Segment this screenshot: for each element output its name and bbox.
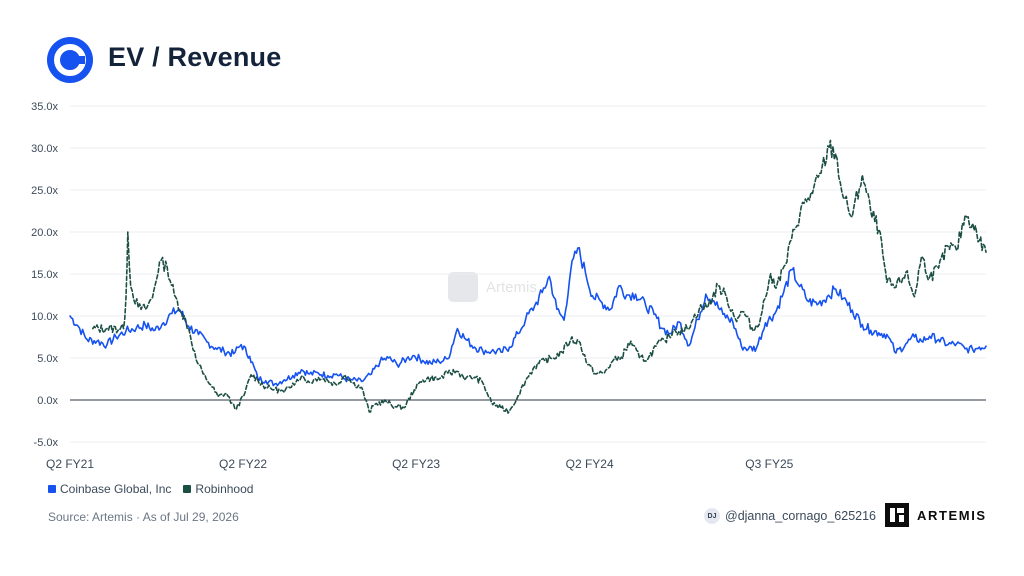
watermark: Artemis [448, 272, 537, 302]
x-tick-label: Q2 FY24 [566, 457, 614, 471]
legend-label-robinhood: Robinhood [195, 482, 254, 496]
legend-swatch-coinbase [48, 485, 56, 493]
y-axis: 35.0x 30.0x 25.0x 20.0x 15.0x 10.0x 5.0x 0.0x -5… [31, 101, 58, 449]
author[interactable]: DJ @djanna_cornago_625216 [704, 508, 876, 524]
grid [70, 105, 986, 443]
series-line-robinhood [92, 139, 987, 414]
y-tick-label: 35.0x [31, 101, 58, 113]
y-tick-label: 10.0x [31, 311, 58, 323]
artemis-watermark-icon [448, 272, 478, 302]
watermark-text: Artemis [486, 278, 537, 296]
coinbase-logo-icon [47, 37, 93, 83]
series-line-coinbase [69, 247, 987, 387]
brand: ARTEMIS [885, 503, 987, 527]
author-avatar: DJ [704, 508, 720, 524]
series [69, 139, 987, 414]
y-tick-label: -5.0x [34, 437, 59, 449]
x-tick-label: Q2 FY23 [392, 457, 440, 471]
y-tick-label: 0.0x [37, 395, 58, 407]
y-tick-label: 5.0x [37, 353, 58, 365]
legend-swatch-robinhood [183, 485, 192, 493]
artemis-logo-icon [885, 503, 909, 527]
legend-item-robinhood[interactable]: Robinhood [183, 482, 253, 496]
legend-label-coinbase: Coinbase Global, Inc [60, 482, 172, 496]
brand-name: ARTEMIS [917, 507, 987, 523]
x-axis: Q2 FY21 Q2 FY22 Q2 FY23 Q2 FY24 Q3 FY25 [46, 457, 794, 471]
x-tick-label: Q2 FY22 [219, 457, 267, 471]
y-tick-label: 15.0x [31, 269, 58, 281]
legend-item-coinbase[interactable]: Coinbase Global, Inc [48, 482, 171, 496]
y-tick-label: 30.0x [31, 143, 58, 155]
source-note: Source: Artemis · As of Jul 29, 2026 [48, 510, 239, 524]
y-tick-label: 25.0x [31, 185, 58, 197]
x-tick-label: Q3 FY25 [745, 457, 793, 471]
x-tick-label: Q2 FY21 [46, 457, 94, 471]
author-handle: @djanna_cornago_625216 [725, 509, 877, 523]
legend: Coinbase Global, Inc Robinhood [48, 482, 253, 496]
y-tick-label: 20.0x [31, 227, 58, 239]
page-title: EV / Revenue [108, 42, 282, 72]
